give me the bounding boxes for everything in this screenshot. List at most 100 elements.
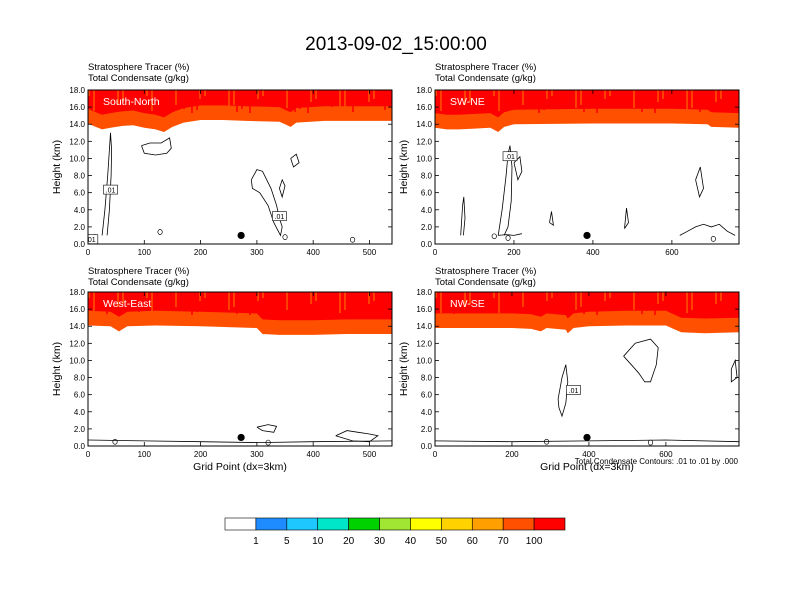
colorbar-label: 1 — [253, 536, 259, 547]
tracer-streak — [728, 90, 730, 103]
tracer-streak — [299, 292, 301, 311]
x-tick-label: 400 — [307, 450, 321, 459]
tracer-streak — [220, 292, 222, 306]
panel-label: NW-SE — [450, 298, 485, 310]
tracer-streak — [360, 90, 362, 98]
tracer-streak — [641, 292, 643, 314]
condensate-contour-4 — [279, 178, 286, 199]
condensate-blob-3 — [350, 236, 356, 243]
tracer-streak — [347, 292, 349, 299]
tracer-streak — [270, 90, 272, 100]
tracer-streak — [498, 90, 500, 111]
x-tick-label: 300 — [250, 450, 264, 459]
tracer-streak — [278, 90, 280, 104]
x-tick-label: 0 — [433, 450, 438, 459]
tracer-streak — [694, 90, 696, 97]
tracer-streak — [225, 292, 227, 303]
tracer-streak — [376, 292, 378, 308]
colorbar-label: 70 — [498, 536, 510, 547]
y-tick-label: 2.0 — [421, 425, 433, 434]
tracer-streak — [159, 90, 161, 97]
tracer-streak — [117, 90, 119, 105]
panel-subtitle-condensate: Total Condensate (g/kg) — [435, 73, 536, 84]
panel-label: West-East — [103, 298, 151, 310]
tracer-streak — [551, 90, 553, 96]
y-tick-label: 4.0 — [74, 206, 86, 215]
plot-frame — [434, 291, 740, 447]
location-marker — [237, 231, 245, 240]
tracer-streak — [130, 292, 132, 308]
tracer-streak — [559, 90, 561, 100]
x-tick-label: 0 — [86, 450, 91, 459]
condensate-blob-1 — [157, 229, 163, 235]
tracer-streak — [307, 90, 309, 113]
tracer-streak — [493, 292, 495, 298]
tracer-streak — [323, 90, 325, 103]
colorbar-swatch-1 — [255, 517, 288, 531]
tracer-streak — [485, 90, 487, 110]
tracer-streak — [344, 90, 346, 108]
tracer-streak — [469, 292, 471, 304]
tracer-streak — [299, 90, 301, 109]
tracer-streak — [583, 90, 585, 112]
tracer-streak — [646, 292, 648, 311]
tracer-streak — [604, 90, 606, 99]
tracer-streak — [461, 90, 463, 98]
condensate-contour-3 — [290, 153, 300, 168]
tracer-streak — [683, 292, 685, 306]
x-tick-label: 600 — [665, 248, 679, 257]
y-tick-label: 10.0 — [416, 356, 432, 365]
tracer-streak — [286, 292, 288, 310]
condensate-contour-1 — [498, 233, 522, 236]
x-tick-label: 200 — [194, 248, 208, 257]
tracer-streak — [347, 90, 349, 97]
condensate-blob-1 — [505, 235, 511, 241]
condensate-contour-6 — [695, 166, 704, 199]
tracer-streak — [262, 90, 264, 96]
tracer-streak — [596, 90, 598, 113]
tracer-streak — [368, 292, 370, 304]
tracer-streak — [490, 90, 492, 107]
figure-title: 2013-09-02_15:00:00 — [305, 34, 487, 55]
tracer-streak — [707, 292, 709, 300]
location-marker — [237, 433, 245, 442]
tracer-streak — [236, 90, 238, 112]
y-tick-label: 6.0 — [421, 391, 433, 400]
tracer-streak — [448, 90, 450, 97]
contour-label-box — [502, 151, 518, 162]
y-tick-label: 12.0 — [69, 137, 85, 146]
contour-label: .01 — [86, 237, 96, 244]
tracer-streak — [522, 90, 524, 105]
tracer-streak — [130, 90, 132, 106]
tracer-streak — [617, 90, 619, 100]
colorbar-label: 5 — [284, 536, 290, 547]
plot-inner: .01 — [435, 292, 739, 446]
y-tick-label: 16.0 — [416, 305, 432, 314]
y-tick-label: 0.0 — [74, 240, 86, 249]
tracer-streak — [472, 292, 474, 311]
panel-subtitle-condensate: Total Condensate (g/kg) — [88, 73, 189, 84]
tracer-streak — [670, 292, 672, 305]
tracer-streak — [159, 292, 161, 299]
tracer-streak — [649, 292, 651, 300]
tracer-streak — [262, 292, 264, 298]
tracer-streak — [339, 90, 341, 111]
tracer-streak — [117, 292, 119, 307]
tracer-streak — [196, 292, 198, 312]
tracer-streak — [691, 292, 693, 310]
tracer-streak — [138, 292, 140, 312]
condensate-blob-0 — [112, 438, 118, 445]
condensate-contour-5 — [624, 208, 629, 229]
tracer-streak — [228, 292, 230, 310]
tracer-streak — [125, 292, 127, 311]
colorbar-swatch-4 — [348, 517, 380, 531]
tracer-streak — [175, 292, 177, 307]
colorbar-swatch-2 — [286, 517, 319, 531]
tracer-streak — [360, 292, 362, 300]
condensate-blob-1 — [647, 439, 654, 446]
panel-label: SW-NE — [450, 96, 485, 108]
tracer-streak — [233, 292, 235, 307]
tracer-streak — [204, 292, 206, 298]
tracer-streak — [225, 90, 227, 101]
y-tick-label: 18.0 — [416, 288, 432, 297]
